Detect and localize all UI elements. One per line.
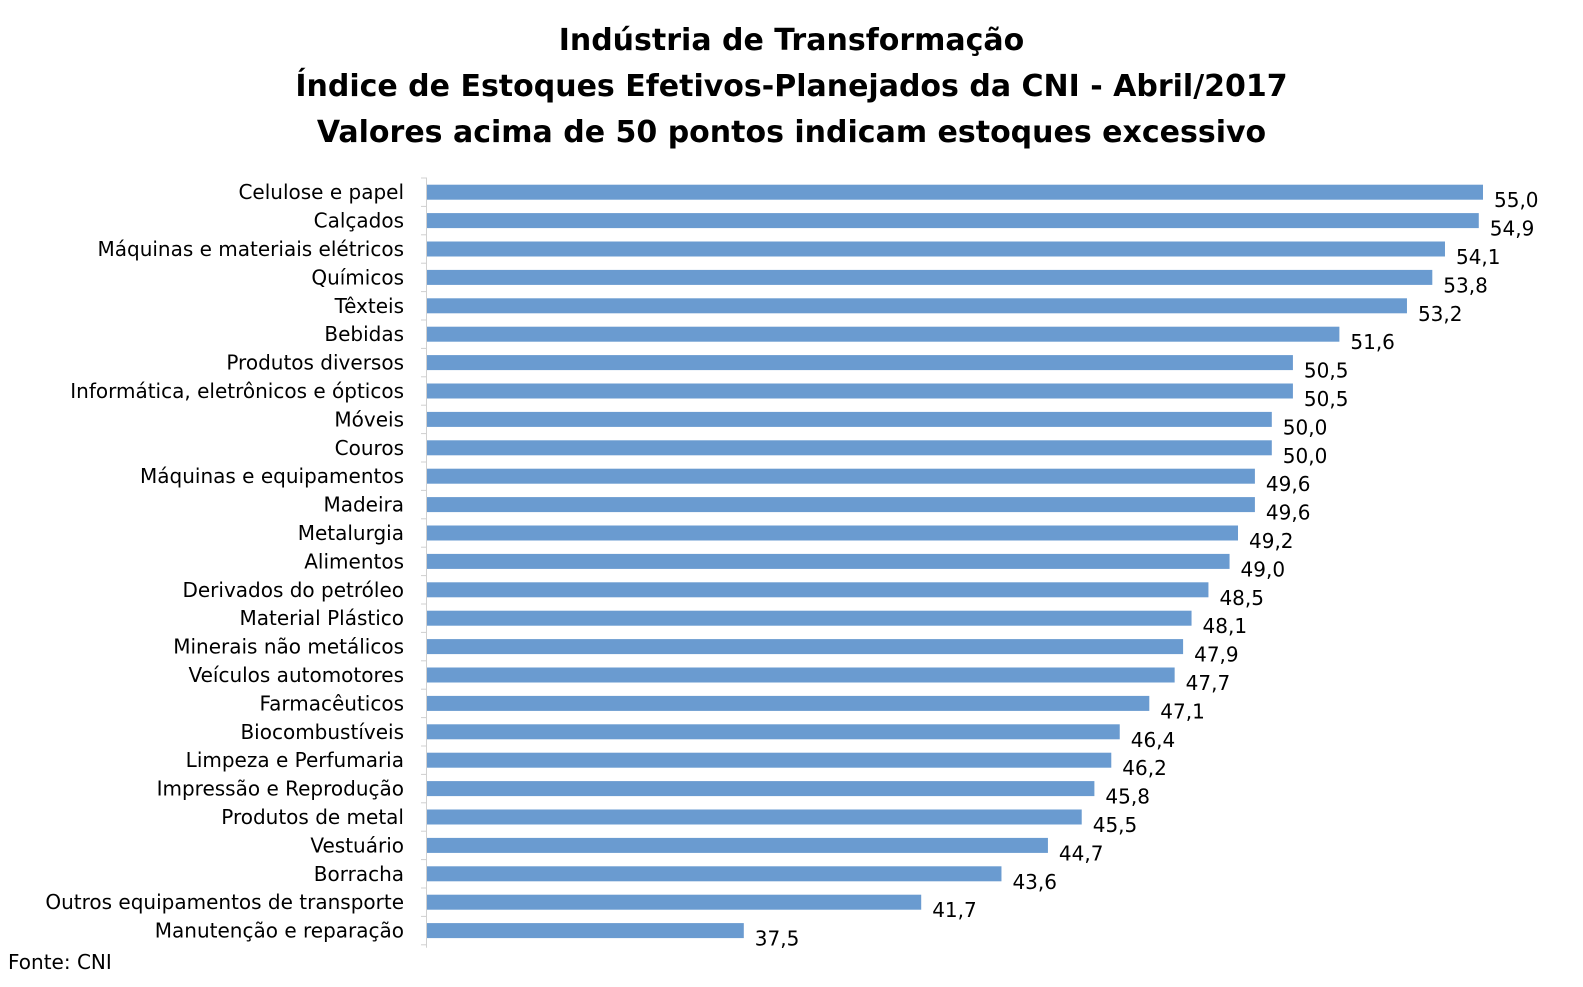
bar <box>427 610 1192 626</box>
bar <box>427 639 1184 655</box>
bar <box>427 866 1002 882</box>
data-label: 46,4 <box>1131 728 1176 752</box>
bar <box>427 809 1082 825</box>
bar <box>427 326 1340 342</box>
bar <box>427 695 1150 711</box>
data-label: 49,6 <box>1266 472 1311 496</box>
data-label: 49,0 <box>1241 557 1286 581</box>
data-label: 48,1 <box>1203 614 1248 638</box>
bar <box>427 525 1239 541</box>
data-label: 53,2 <box>1418 302 1463 326</box>
category-label: Informática, eletrônicos e ópticos <box>70 379 404 403</box>
data-label: 41,7 <box>932 898 977 922</box>
data-label: 54,9 <box>1490 217 1535 241</box>
category-label: Biocombustíveis <box>240 720 404 744</box>
data-label: 43,6 <box>1012 870 1057 894</box>
category-label: Madeira <box>323 493 404 517</box>
chart-title: Indústria de Transformação Índice de Est… <box>0 18 1583 156</box>
data-label: 44,7 <box>1059 841 1104 865</box>
bar <box>427 497 1255 513</box>
data-label: 50,5 <box>1304 387 1349 411</box>
data-label: 50,0 <box>1283 415 1328 439</box>
source-note: Fonte: CNI <box>8 950 112 974</box>
bar <box>427 752 1112 768</box>
category-label: Manutenção e reparação <box>155 919 404 943</box>
bar <box>427 894 922 910</box>
title-line-3: Valores acima de 50 pontos indicam estoq… <box>316 115 1267 150</box>
category-label: Bebidas <box>324 322 404 346</box>
data-label: 53,8 <box>1443 273 1488 297</box>
category-label: Químicos <box>311 265 404 289</box>
category-label: Vestuário <box>310 833 404 857</box>
category-label: Farmacêuticos <box>259 691 404 715</box>
bar <box>427 667 1175 683</box>
bar <box>427 923 744 939</box>
category-label: Máquinas e equipamentos <box>140 464 404 488</box>
bar <box>427 837 1048 853</box>
bar <box>427 411 1272 427</box>
category-label: Outros equipamentos de transporte <box>45 890 404 914</box>
bar <box>427 184 1483 200</box>
data-label: 47,9 <box>1194 643 1239 667</box>
data-label: 45,5 <box>1093 813 1138 837</box>
bar <box>427 298 1407 314</box>
data-label: 55,0 <box>1494 188 1539 212</box>
data-label: 51,6 <box>1350 330 1395 354</box>
data-label: 46,2 <box>1122 756 1167 780</box>
title-line-1: Indústria de Transformação <box>558 23 1025 58</box>
data-label: 37,5 <box>755 927 800 951</box>
data-label: 48,5 <box>1219 586 1264 610</box>
category-label: Derivados do petróleo <box>182 578 404 602</box>
data-label: 50,0 <box>1283 444 1328 468</box>
bar <box>427 241 1445 257</box>
category-label: Alimentos <box>304 549 404 573</box>
category-label: Impressão e Reprodução <box>157 777 404 801</box>
category-label: Minerais não metálicos <box>173 635 404 659</box>
bar <box>427 355 1293 371</box>
category-label: Produtos de metal <box>221 805 404 829</box>
bar <box>427 468 1255 484</box>
category-label: Metalurgia <box>298 521 404 545</box>
category-label: Limpeza e Perfumaria <box>186 748 404 772</box>
data-label: 49,2 <box>1249 529 1294 553</box>
data-label: 50,5 <box>1304 359 1349 383</box>
category-label: Produtos diversos <box>226 351 404 375</box>
bar <box>427 582 1209 598</box>
bar <box>427 213 1479 229</box>
category-label: Material Plástico <box>239 606 404 630</box>
category-label: Têxteis <box>334 294 404 318</box>
bar <box>427 553 1230 569</box>
category-label: Móveis <box>334 407 404 431</box>
bar <box>427 269 1433 285</box>
bar <box>427 781 1095 797</box>
title-line-2: Índice de Estoques Efetivos-Planejados d… <box>295 69 1288 104</box>
category-label: Calçados <box>314 209 404 233</box>
bar <box>427 383 1293 399</box>
data-label: 54,1 <box>1456 245 1501 269</box>
bar <box>427 440 1272 456</box>
data-label: 47,7 <box>1186 671 1231 695</box>
category-label: Celulose e papel <box>238 180 404 204</box>
category-label: Veículos automotores <box>188 663 404 687</box>
category-label: Borracha <box>314 862 404 886</box>
category-label: Máquinas e materiais elétricos <box>97 237 404 261</box>
data-label: 49,6 <box>1266 501 1311 525</box>
category-label: Couros <box>335 436 404 460</box>
bar <box>427 724 1120 740</box>
data-label: 47,1 <box>1160 699 1205 723</box>
data-label: 45,8 <box>1105 785 1150 809</box>
